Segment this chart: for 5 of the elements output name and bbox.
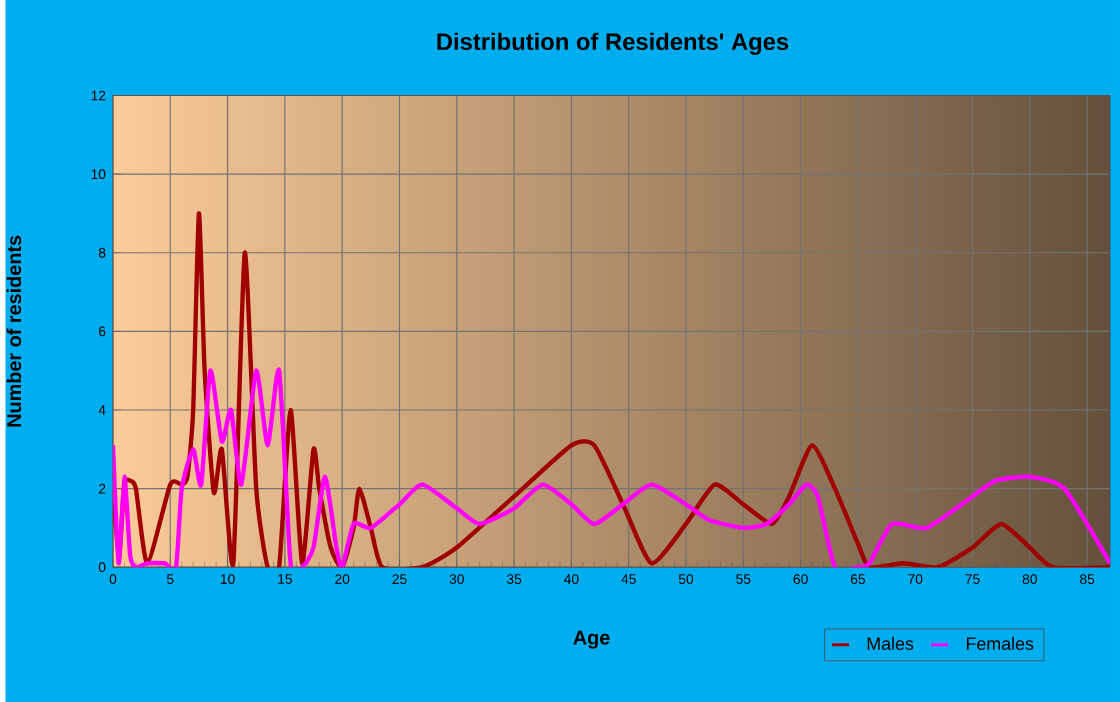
legend-label: Males: [867, 636, 914, 650]
legend-label: Females: [966, 636, 1034, 650]
chart-title: Distribution of Residents' Ages: [437, 32, 789, 55]
y-axis-title: Number of residents: [6, 235, 22, 427]
x-axis-title: Age: [573, 630, 610, 649]
